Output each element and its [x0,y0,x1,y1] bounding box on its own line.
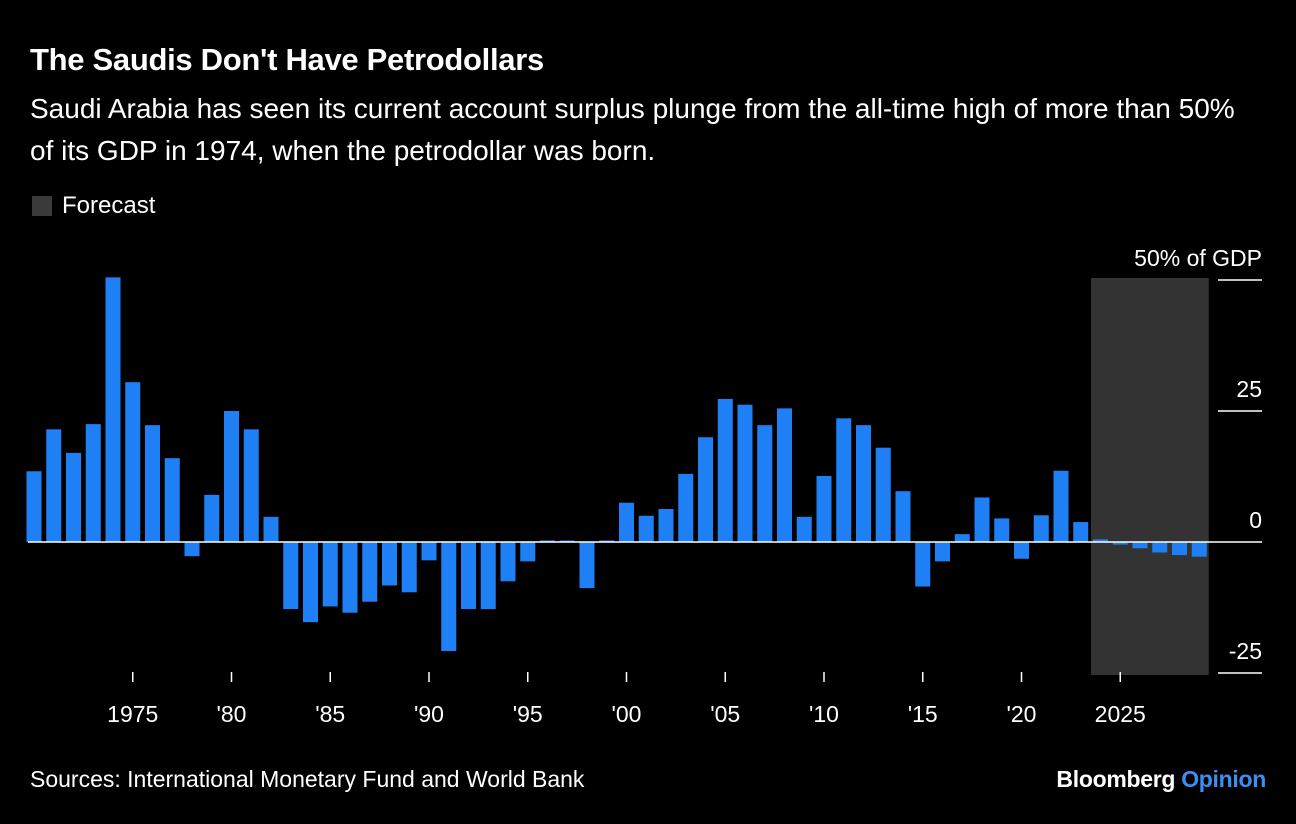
bar-1988 [382,542,397,586]
bar-2017 [954,534,970,542]
bar-2002 [658,508,674,542]
bar-2000 [619,502,634,542]
x-tick-label-1990: '90 [414,701,444,727]
y-tick-label-0: 0 [1249,507,1262,533]
bar-1995 [520,542,536,562]
bar-2010 [816,475,832,542]
bar-1977 [164,458,180,542]
bar-2006 [737,404,753,542]
bar-1987 [362,542,378,602]
brand-opinion: Opinion [1181,766,1266,792]
bar-2024 [1093,539,1108,542]
forecast-band [1091,278,1209,675]
bar-1972 [66,452,81,542]
x-tick-label-2010: '10 [809,701,839,727]
legend-forecast-label: Forecast [62,192,156,219]
bar-1975 [125,382,141,542]
bar-1994 [500,542,516,582]
bar-2016 [935,542,950,562]
bar-1980 [224,411,239,542]
bar-2026 [1132,542,1148,549]
bar-1983 [283,542,299,610]
x-tick-label-1975: 1975 [107,701,158,727]
x-tick-label-2020: '20 [1007,701,1037,727]
bar-1973 [85,424,101,542]
bar-2025 [1112,542,1128,545]
forecast-swatch [32,196,52,216]
bar-2027 [1152,542,1168,553]
bar-2021 [1033,515,1049,542]
source-note: Sources: International Monetary Fund and… [30,766,585,792]
bar-1996 [540,540,555,542]
bar-1976 [145,425,160,542]
bar-2009 [796,516,812,542]
chart-subtitle: Saudi Arabia has seen its current accoun… [30,93,1235,166]
bar-1979 [204,494,220,542]
x-tick-label-1985: '85 [315,701,345,727]
bar-2001 [638,515,654,542]
x-tick-label-2015: '15 [908,701,938,727]
bar-1974 [105,277,121,542]
x-tick-label-2025: 2025 [1095,701,1146,727]
bar-1992 [461,542,476,610]
bar-1970 [26,471,42,542]
bar-1993 [480,542,496,610]
bar-1971 [46,429,62,542]
bar-2014 [895,491,911,542]
bar-1986 [342,542,358,613]
bar-2012 [856,425,871,542]
bar-1978 [184,542,200,557]
legend: Forecast [32,192,155,220]
brand-logo: Bloomberg Opinion [1056,766,1266,793]
bar-1981 [243,429,259,542]
y-tick-label--25: -25 [1229,638,1262,664]
bar-1985 [322,542,338,607]
brand-bloomberg: Bloomberg [1056,766,1176,792]
bar-2023 [1073,522,1089,542]
bar-1999 [599,540,615,542]
bar-2007 [757,425,773,542]
chart-title: The Saudis Don't Have Petrodollars [30,42,544,77]
bar-1990 [421,542,437,561]
bar-2029 [1191,542,1207,557]
bar-2011 [836,418,852,542]
bar-2003 [678,473,694,542]
bar-1982 [263,516,279,542]
x-tick-label-1980: '80 [217,701,247,727]
bar-2018 [974,497,990,542]
bar-2004 [698,437,713,542]
y-tick-label-25: 25 [1236,376,1262,402]
bar-2028 [1172,542,1187,556]
bar-2019 [994,518,1010,542]
bar-1998 [579,542,595,589]
x-tick-label-1995: '95 [513,701,543,727]
bar-2020 [1014,542,1029,559]
bar-1989 [401,542,417,593]
bar-1984 [303,542,318,623]
bar-1991 [441,542,457,651]
x-tick-label-2005: '05 [710,701,740,727]
bar-2015 [915,542,931,587]
bar-2008 [777,408,792,542]
bar-2005 [717,398,733,542]
y-tick-label-50: 50% of GDP [1134,245,1262,271]
bar-2022 [1053,470,1069,542]
x-tick-label-2000: '00 [612,701,642,727]
bar-2013 [875,447,891,542]
